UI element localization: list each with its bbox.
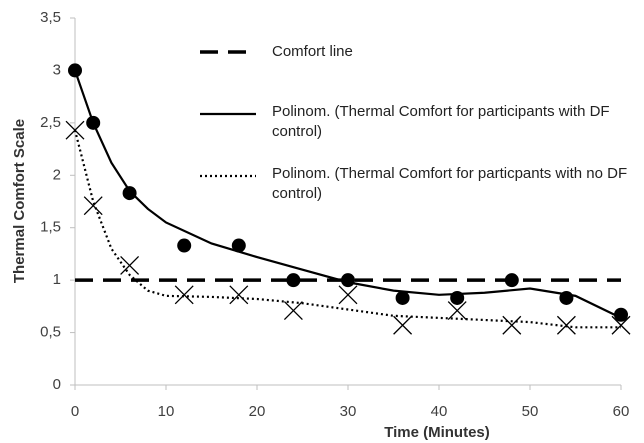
solid-line [73, 70, 622, 319]
point [86, 115, 101, 130]
y-tick-label: 2,5 [40, 114, 61, 131]
point [341, 273, 355, 288]
point [393, 315, 413, 335]
point [611, 315, 631, 335]
y-tick-label: 0,5 [40, 324, 61, 341]
legend-entry: Comfort line [272, 43, 353, 60]
point [283, 301, 303, 321]
x-tick-label: 30 [340, 403, 357, 420]
y-tick-label: 0 [53, 376, 61, 393]
x-tick-label: 40 [431, 403, 448, 420]
y-axis-label: Thermal Comfort Scale [11, 119, 28, 283]
x-tick-label: 20 [249, 403, 266, 420]
point [120, 256, 140, 275]
point [177, 238, 192, 253]
point [338, 285, 358, 305]
point [229, 285, 249, 305]
point [450, 290, 465, 305]
y-tick-label: 3 [53, 61, 61, 78]
dotted-line [73, 129, 621, 329]
y-tick-label: 2 [53, 166, 61, 183]
x-tick-label: 50 [522, 403, 539, 420]
x-tick-label: 0 [71, 403, 79, 420]
point [559, 290, 574, 305]
x-tick-label: 10 [158, 403, 175, 420]
point [231, 238, 246, 253]
point [286, 273, 301, 288]
point [614, 307, 628, 322]
x-tick-label: 60 [613, 403, 630, 420]
point [556, 315, 576, 335]
point [174, 285, 194, 305]
y-tick-label: 3,5 [40, 9, 61, 26]
point [122, 186, 137, 201]
point [447, 301, 467, 321]
point [502, 315, 522, 335]
y-tick-label: 1,5 [40, 219, 61, 236]
legend-entry: Polinom. (Thermal Comfort for particpant… [272, 165, 628, 202]
y-tick-label: 1 [53, 271, 61, 288]
point [65, 120, 85, 140]
x-axis-label: Time (Minutes) [384, 424, 490, 441]
legend-entry: Polinom. (Thermal Comfort for participan… [272, 103, 610, 140]
point [83, 196, 103, 216]
point [504, 273, 519, 288]
point [68, 63, 82, 78]
point [395, 290, 410, 305]
